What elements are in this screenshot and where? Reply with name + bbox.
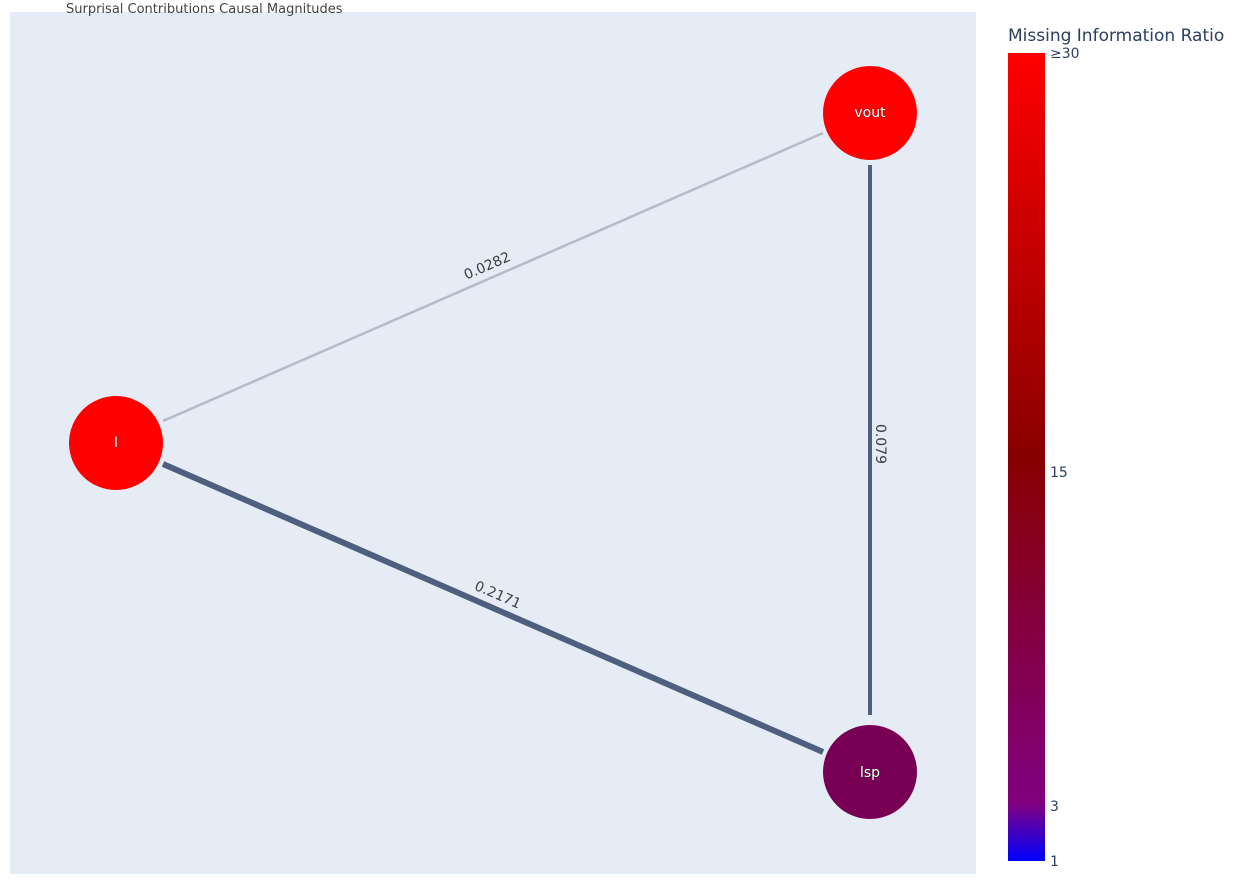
node-vout-circle[interactable] bbox=[823, 66, 917, 160]
colorbar: Missing Information Ratio ≥30 15 3 1 bbox=[1008, 26, 1224, 870]
plot-background bbox=[10, 12, 976, 874]
node-lsp-circle[interactable] bbox=[823, 725, 917, 819]
edge-label-vout-lsp: 0.079 bbox=[872, 424, 888, 464]
colorbar-tick-15: 15 bbox=[1050, 465, 1068, 481]
node-lsp[interactable]: lsp bbox=[823, 725, 917, 819]
node-vout-label: vout bbox=[854, 105, 886, 121]
edge-i-vout[interactable] bbox=[162, 131, 824, 423]
node-i-label: I bbox=[114, 435, 118, 451]
plot-title: Surprisal Contributions Causal Magnitude… bbox=[66, 2, 343, 17]
node-lsp-label: lsp bbox=[860, 765, 880, 781]
node-vout[interactable]: vout bbox=[823, 66, 917, 160]
colorbar-tick-1: 1 bbox=[1050, 854, 1059, 870]
colorbar-tick-3: 3 bbox=[1050, 799, 1059, 815]
edge-layer bbox=[161, 131, 872, 755]
colorbar-title: Missing Information Ratio bbox=[1008, 26, 1224, 46]
edge-i-lsp[interactable] bbox=[161, 461, 825, 755]
node-i-circle[interactable] bbox=[69, 396, 163, 490]
colorbar-gradient bbox=[1008, 53, 1045, 861]
colorbar-tick-30: ≥30 bbox=[1050, 46, 1080, 62]
node-i[interactable]: I bbox=[69, 396, 163, 490]
node-layer: I vout lsp bbox=[69, 66, 917, 819]
